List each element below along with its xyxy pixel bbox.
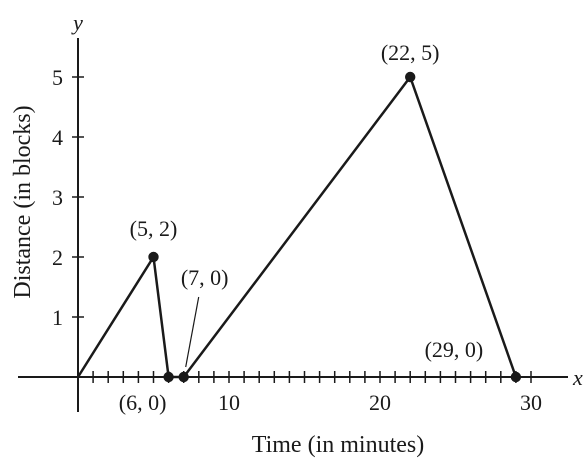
point-label: (22, 5) [381,40,440,65]
tick-labels: 10 20 30 1 2 3 4 5 [52,65,542,415]
x-tick-label: 30 [520,390,542,415]
tick-marks [72,76,532,383]
point-label: (5, 2) [130,216,178,241]
point-label: (7, 0) [181,265,229,290]
y-tick-label: 3 [52,185,63,210]
x-axis-variable: x [572,365,583,390]
x-tick-label: 10 [218,390,240,415]
y-tick-label: 2 [52,245,63,270]
data-point [178,371,189,383]
y-tick-label: 4 [52,125,63,150]
x-axis-title: Time (in minutes) [252,432,424,458]
data-point [405,71,416,83]
point-labels: (5, 2) (6, 0) (7, 0) (22, 5) (29, 0) [119,40,483,415]
point-label: (29, 0) [425,337,484,362]
series-group [76,74,518,379]
data-point [510,371,522,383]
y-tick-label: 1 [52,305,63,330]
point-label-leader [185,296,200,368]
series-line [76,74,518,379]
data-point [148,251,159,263]
y-tick-label: 5 [52,65,63,90]
points-group [148,71,522,383]
axes [18,38,568,412]
y-axis-title: Distance (in blocks) [10,105,36,298]
y-axis-variable: y [71,10,83,35]
point-label: (6, 0) [119,390,167,415]
x-tick-label: 20 [369,390,391,415]
data-point [163,371,174,383]
